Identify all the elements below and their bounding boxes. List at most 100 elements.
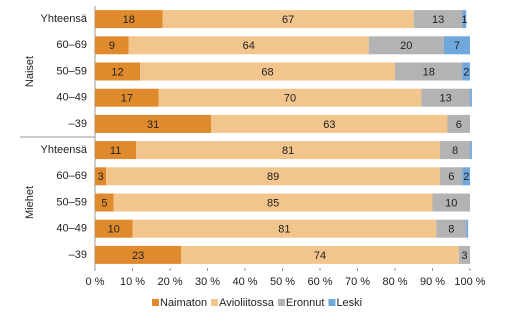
- legend-swatch: [152, 299, 159, 306]
- bar-segment: [158, 88, 422, 107]
- value-label: 17: [121, 93, 133, 105]
- bar-segment: [447, 114, 470, 133]
- bar-segment: [95, 10, 163, 29]
- y-tick-label: 50–59: [56, 196, 87, 208]
- x-tick-label: 10 %: [120, 276, 145, 288]
- x-tick-label: 0 %: [86, 276, 105, 288]
- value-label: 3: [461, 250, 467, 262]
- value-label: 64: [243, 40, 255, 52]
- legend-label: Avioliitossa: [219, 297, 275, 309]
- value-label: 7: [454, 40, 460, 52]
- bar-segment: [95, 219, 133, 238]
- value-label: 12: [111, 66, 123, 78]
- bar-segment: [211, 114, 448, 133]
- y-tick-label: 50–59: [56, 65, 87, 77]
- value-label: 70: [284, 93, 296, 105]
- value-label: 6: [448, 171, 454, 183]
- bar-segment: [470, 141, 472, 160]
- x-tick-label: 90 %: [420, 276, 445, 288]
- bar-segment: [95, 62, 140, 81]
- y-tick-label: 40–49: [56, 92, 87, 104]
- bar-segment: [95, 36, 129, 55]
- x-tick-label: 40 %: [232, 276, 257, 288]
- legend-label: Eronnut: [286, 297, 325, 309]
- bar-segment: [443, 36, 470, 55]
- value-label: 6: [456, 119, 462, 131]
- y-tick-label: Yhteensä: [41, 144, 88, 156]
- value-label: 5: [101, 197, 107, 209]
- x-tick-label: 80 %: [382, 276, 407, 288]
- legend-label: Leski: [336, 297, 362, 309]
- group-label: Miehet: [24, 186, 36, 219]
- value-label: 10: [108, 224, 120, 236]
- value-label: 81: [278, 224, 290, 236]
- value-label: 67: [282, 14, 294, 26]
- value-label: 31: [147, 119, 159, 131]
- x-tick-label: 60 %: [307, 276, 332, 288]
- value-label: 2: [463, 171, 469, 183]
- bar-segment: [128, 36, 369, 55]
- y-tick-label: –39: [69, 249, 87, 261]
- value-label: 8: [452, 145, 458, 157]
- bar-segment: [136, 141, 440, 160]
- bar-segment: [421, 88, 470, 107]
- value-label: 11: [110, 145, 121, 157]
- y-tick-label: –39: [69, 118, 87, 130]
- bar-segment: [113, 193, 433, 212]
- bar-segment: [470, 88, 472, 107]
- y-tick-label: Yhteensä: [41, 13, 88, 25]
- bar-segment: [95, 141, 137, 160]
- y-tick-label: 40–49: [56, 223, 87, 235]
- value-label: 3: [98, 171, 104, 183]
- bar-segment: [368, 36, 444, 55]
- value-label: 81: [282, 145, 294, 157]
- bar-segment: [413, 10, 463, 29]
- value-label: 1: [461, 14, 467, 26]
- x-tick-label: 20 %: [157, 276, 182, 288]
- y-tick-label: 60–69: [56, 170, 87, 182]
- bar-segment: [106, 167, 440, 186]
- value-label: 89: [267, 171, 279, 183]
- bar-segment: [181, 245, 459, 264]
- value-label: 10: [445, 197, 457, 209]
- bar-segment: [440, 167, 463, 186]
- bar-segment: [436, 219, 467, 238]
- x-tick-label: 100 %: [454, 276, 485, 288]
- value-label: 2: [463, 66, 469, 78]
- value-label: 18: [123, 14, 135, 26]
- value-label: 13: [440, 93, 452, 105]
- y-tick-label: 60–69: [56, 39, 87, 51]
- group-label: Naiset: [24, 56, 36, 87]
- value-label: 20: [400, 40, 412, 52]
- bar-segment: [462, 10, 467, 29]
- value-label: 23: [132, 250, 144, 262]
- bar-segment: [395, 62, 463, 81]
- bar-segment: [440, 141, 470, 160]
- legend-swatch: [211, 299, 219, 306]
- legend-label: Naimaton: [160, 297, 207, 309]
- value-label: 13: [432, 14, 444, 26]
- bar-segment: [140, 62, 395, 81]
- bar-segment: [162, 10, 414, 29]
- value-label: 68: [261, 66, 273, 78]
- bar-segment: [466, 219, 469, 238]
- bar-segment: [95, 114, 212, 133]
- x-tick-label: 30 %: [195, 276, 220, 288]
- bar-segment: [132, 219, 437, 238]
- bar-segment: [462, 62, 470, 81]
- value-label: 74: [314, 250, 326, 262]
- x-tick-label: 50 %: [270, 276, 295, 288]
- legend-swatch: [277, 299, 285, 306]
- bar-segment: [462, 167, 470, 186]
- legend-swatch: [328, 299, 336, 306]
- bar-segment: [95, 245, 182, 264]
- value-label: 85: [267, 197, 279, 209]
- value-label: 8: [448, 224, 454, 236]
- value-label: 9: [109, 40, 115, 52]
- value-label: 63: [323, 119, 335, 131]
- bar-segment: [95, 193, 114, 212]
- bar-segment: [458, 245, 470, 264]
- value-label: 18: [423, 66, 435, 78]
- bar-segment: [95, 88, 159, 107]
